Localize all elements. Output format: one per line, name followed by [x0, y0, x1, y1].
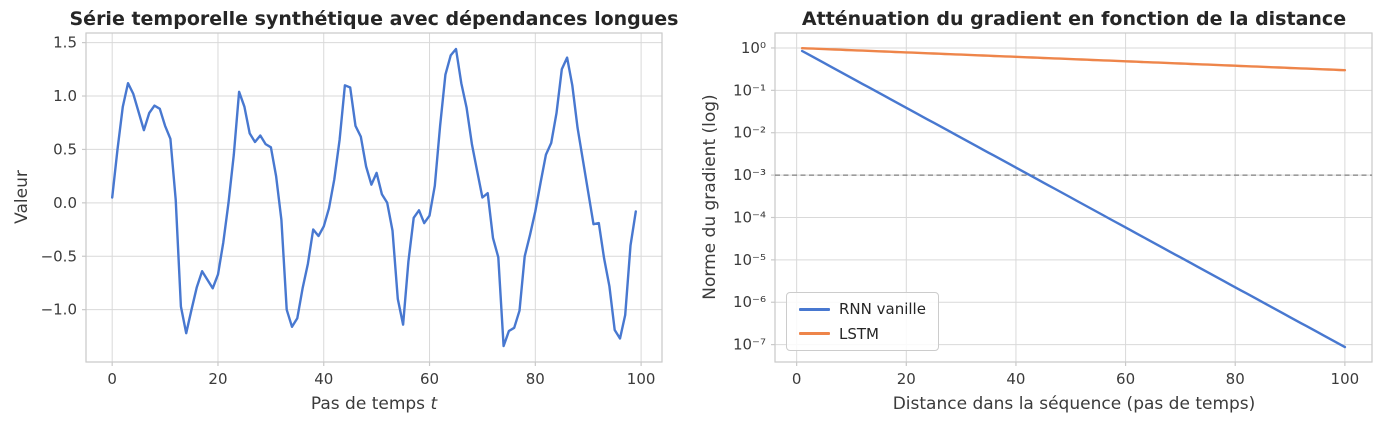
- x-tick-label: 60: [420, 370, 439, 388]
- left-chart-title: Série temporelle synthétique avec dépend…: [69, 8, 679, 30]
- y-tick-label: 10⁰: [741, 39, 766, 57]
- rnn-line-swatch: [799, 307, 830, 311]
- right-chart: 0 20 40 60 80 100 10⁰ 10⁻¹ 10⁻² 10⁻³ 10⁻⁴ 10⁻⁵ 10⁻⁶ 1…: [690, 0, 1380, 430]
- y-tick-label: 0.0: [53, 194, 77, 212]
- right-x-axis-label: Distance dans la séquence (pas de temps): [892, 394, 1256, 414]
- y-tick-label: 10⁻¹: [733, 81, 766, 99]
- left-chart-plot: 0 20 40 60 80 100 1.5 1.0 0.5 0.0 −0.5 −1.0: [41, 32, 663, 388]
- x-tick-label: 40: [1006, 370, 1025, 388]
- x-tick-label: 0: [792, 370, 802, 388]
- y-tick-label: −1.0: [41, 301, 77, 319]
- right-chart-plot: 0 20 40 60 80 100 10⁰ 10⁻¹ 10⁻² 10⁻³ 10⁻⁴ 10⁻⁵ 10⁻⁶ 1…: [733, 32, 1373, 388]
- y-tick-label: 10⁻⁴: [733, 208, 766, 226]
- y-tick-label: 10⁻²: [733, 124, 766, 142]
- x-tick-label: 60: [1116, 370, 1135, 388]
- x-tick-label: 40: [314, 370, 333, 388]
- plot-border: [85, 32, 663, 363]
- tick-labels: 0 20 40 60 80 100 10⁰ 10⁻¹ 10⁻² 10⁻³ 10⁻⁴ 10⁻⁵ 10⁻⁶ 1…: [733, 39, 1359, 388]
- y-tick-label: 10⁻⁷: [733, 336, 766, 354]
- lstm-line-swatch: [799, 332, 830, 336]
- y-tick-label: 1.5: [53, 34, 77, 52]
- rnn-legend-label: RNN vanille: [839, 300, 926, 318]
- left-x-axis-label: Pas de temps t: [311, 394, 437, 414]
- right-chart-title: Atténuation du gradient en fonction de l…: [801, 8, 1347, 30]
- plot-border: [774, 32, 1373, 363]
- x-tick-label: 20: [208, 370, 227, 388]
- left-x-axis-label-text: Pas de temps: [310, 394, 431, 414]
- legend-row-lstm: LSTM: [799, 324, 926, 343]
- y-tick-label: 10⁻⁶: [733, 293, 766, 311]
- left-x-axis-label-var: t: [430, 394, 438, 414]
- x-tick-label: 80: [1226, 370, 1245, 388]
- x-tick-label: 0: [107, 370, 117, 388]
- y-tick-label: 1.0: [53, 87, 77, 105]
- right-y-axis-label: Norme du gradient (log): [700, 94, 720, 300]
- x-tick-label: 80: [526, 370, 545, 388]
- series-line-signal: [110, 47, 637, 348]
- left-y-axis-label: Valeur: [12, 170, 32, 224]
- x-tick-label: 100: [1331, 370, 1360, 388]
- y-tick-label: 10⁻³: [733, 166, 766, 184]
- x-tick-label: 100: [627, 370, 656, 388]
- y-tick-label: 10⁻⁵: [733, 251, 766, 269]
- tick-labels: 0 20 40 60 80 100 1.5 1.0 0.5 0.0 −0.5 −1.0: [41, 34, 656, 388]
- left-chart: 0 20 40 60 80 100 1.5 1.0 0.5 0.0 −0.5 −1.0 Série t…: [12, 8, 679, 414]
- legend: RNN vanille LSTM: [786, 292, 939, 351]
- series-line-rnn-vanille: [800, 49, 1347, 349]
- legend-row-rnn: RNN vanille: [799, 301, 926, 318]
- grid: [86, 33, 662, 362]
- series-line-lstm: [800, 47, 1347, 72]
- lstm-legend-label: LSTM: [839, 324, 879, 343]
- x-tick-label: 20: [897, 370, 916, 388]
- y-tick-label: 0.5: [53, 140, 77, 158]
- y-tick-label: −0.5: [41, 247, 77, 265]
